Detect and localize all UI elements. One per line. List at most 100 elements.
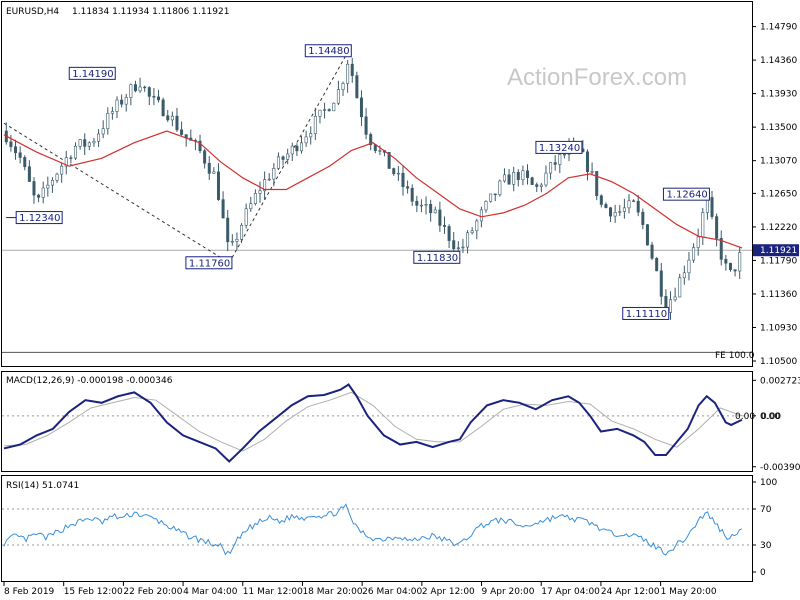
time-axis-label: 11 Mar 12:00 — [243, 587, 303, 597]
candle-body — [272, 167, 276, 180]
macd-current-label: 0.00 — [761, 412, 781, 422]
candle-body — [378, 150, 382, 152]
time-axis-label: 8 Feb 2019 — [4, 587, 55, 597]
candle-body — [355, 75, 359, 99]
candle-body — [410, 187, 414, 202]
macd-panel: MACD(12,26,9) -0.000198 -0.000346 0.0027… — [1, 371, 800, 473]
price-scale-label: 1.11360 — [760, 290, 797, 300]
candle-body — [526, 170, 530, 178]
candle-body — [724, 259, 728, 264]
rsi-title: RSI(14) 51.0741 — [6, 481, 79, 491]
candle-body — [673, 296, 677, 301]
price-scale-label: 1.10930 — [760, 323, 797, 333]
candle-body — [622, 207, 626, 212]
candle-body — [152, 96, 156, 98]
moving-average-line — [3, 130, 743, 249]
candle-body — [327, 109, 331, 112]
candle-body — [281, 156, 285, 160]
price-annotation-label: 1.11110 — [626, 309, 667, 320]
candle-body — [138, 86, 142, 92]
price-scale-label: 1.13500 — [760, 123, 797, 133]
candle-body — [336, 89, 340, 104]
candle-body — [304, 136, 308, 144]
candle-body — [226, 217, 230, 243]
rsi-scale-label: 100 — [760, 478, 777, 488]
candle-body — [263, 179, 267, 192]
candle-body — [475, 220, 479, 232]
price-scale-label: 1.11790 — [760, 256, 797, 266]
price-symbol-header: EURUSD,H4 — [6, 7, 59, 17]
candle-body — [221, 199, 225, 219]
candle-body — [175, 115, 179, 131]
candle-body — [401, 172, 405, 187]
rsi-scale-label: 30 — [760, 541, 772, 551]
current-price-box — [753, 244, 799, 257]
candle-body — [424, 204, 428, 206]
price-annotation-label: 1.11830 — [417, 253, 458, 264]
candle-body — [502, 174, 506, 182]
candle-body — [479, 209, 483, 222]
candle-body — [216, 171, 220, 200]
candle-body — [682, 272, 686, 279]
candle-body — [484, 201, 488, 211]
watermark: ActionForex.com — [507, 64, 687, 91]
price-scale-label: 1.14790 — [760, 23, 797, 33]
candle-body — [18, 152, 22, 158]
candle-body — [120, 99, 124, 105]
price-panel-frame — [1, 1, 753, 367]
candle-body — [60, 165, 64, 175]
candle-body — [558, 154, 562, 165]
price-annotation-box — [662, 187, 710, 201]
candle-body — [590, 171, 594, 173]
candle-body — [613, 212, 617, 217]
candle-body — [83, 139, 87, 147]
candle-body — [253, 193, 257, 204]
candle-body — [604, 204, 608, 209]
rsi-levels — [2, 508, 752, 546]
price-annotation-label: 1.14190 — [72, 69, 113, 80]
candle-body — [498, 180, 502, 195]
candle-body — [701, 212, 705, 238]
rsi-scale-label: 0 — [760, 568, 766, 578]
price-annotation-label: 1.13240 — [539, 143, 580, 154]
candle-body — [585, 151, 589, 172]
candle-body — [392, 168, 396, 175]
rsi-panel-frame — [1, 475, 753, 582]
candle-body — [438, 209, 442, 226]
price-annotation-label: 1.12640 — [666, 190, 707, 201]
candle-body — [733, 269, 737, 272]
candle-body — [489, 193, 493, 202]
candle-body — [147, 87, 151, 97]
candle-body — [599, 195, 603, 205]
rsi-scale: 100 70 30 0 — [752, 478, 777, 578]
time-axis-label: 18 Mar 20:00 — [302, 587, 362, 597]
candle-body — [166, 115, 170, 121]
candle-body — [244, 208, 248, 226]
candlesticks — [4, 57, 742, 320]
price-scale-label: 1.14360 — [760, 56, 797, 66]
price-annotation-label: 1.11760 — [189, 258, 230, 269]
candle-body — [350, 63, 354, 76]
candle-body — [157, 96, 161, 101]
price-ohlc-header: 1.11834 1.11934 1.11806 1.11921 — [72, 7, 229, 17]
candle-body — [161, 99, 165, 117]
candle-body — [230, 241, 234, 243]
candle-body — [710, 197, 714, 217]
candle-body — [470, 230, 474, 234]
candle-body — [32, 181, 36, 196]
price-annotation-box — [304, 44, 352, 58]
candle-body — [632, 200, 636, 202]
candle-body — [198, 140, 202, 152]
candle-body — [359, 97, 363, 118]
price-annotation: 1.12340 — [6, 211, 63, 225]
candle-body — [609, 207, 613, 217]
candle-body — [300, 142, 304, 152]
price-annotation-box — [68, 66, 116, 80]
candle-body — [521, 170, 525, 181]
time-axis-label: 26 Mar 04:00 — [362, 587, 422, 597]
candle-body — [309, 133, 313, 138]
candle-body — [618, 211, 622, 213]
candle-body — [696, 236, 700, 248]
candle-body — [318, 109, 322, 117]
